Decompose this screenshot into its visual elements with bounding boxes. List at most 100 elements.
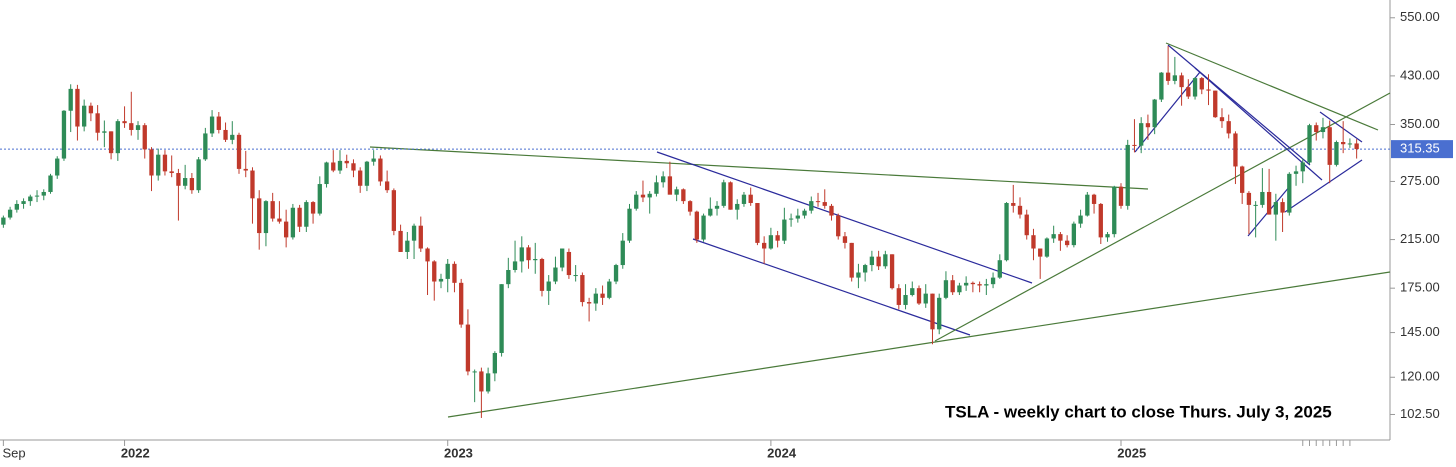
candle-body (492, 352, 498, 374)
candle-body (364, 161, 370, 186)
candle-body (788, 218, 794, 220)
y-tick-label: 120.00 (1400, 369, 1440, 384)
candle-body (802, 210, 807, 216)
candle-body (1, 217, 6, 225)
candle-body (75, 88, 80, 127)
candle-body (768, 235, 774, 249)
candle-body (1314, 125, 1319, 133)
candle-body (156, 154, 161, 176)
candle-body (533, 259, 538, 261)
candle-body (1098, 203, 1103, 238)
last-price-box (1391, 140, 1453, 159)
candle-body (1017, 205, 1023, 215)
candle-body (1071, 223, 1077, 246)
candle-body (694, 211, 699, 240)
candle-body (721, 182, 726, 206)
y-tick-label: 215.00 (1400, 231, 1440, 246)
candle-body (809, 201, 814, 211)
candle-body (1078, 215, 1083, 224)
candle-body (1091, 194, 1097, 204)
candle-body (681, 189, 686, 202)
x-tick-label: Sep (3, 445, 26, 460)
candle-body (701, 215, 706, 240)
candle-body (129, 123, 134, 130)
candle-body (1347, 143, 1353, 145)
candle-body (842, 236, 848, 243)
candle-body (88, 105, 94, 114)
candle-body (741, 194, 747, 204)
candle-body (1253, 204, 1258, 206)
candle-body (910, 288, 915, 296)
candle-body (405, 240, 410, 252)
candle-body (61, 110, 67, 159)
candle-body (28, 196, 33, 202)
candle-body (1044, 238, 1050, 257)
candle-body (1199, 78, 1204, 90)
candle-body (257, 198, 262, 234)
candle-body (230, 134, 235, 140)
candle-body (1273, 202, 1278, 215)
candle-body (331, 162, 336, 171)
candle-body (607, 281, 612, 298)
candle-body (1152, 99, 1157, 128)
candle-body (290, 207, 296, 238)
candle-body (465, 324, 471, 372)
candle-body (344, 160, 349, 164)
trendline (369, 146, 1149, 190)
candle-body (55, 158, 60, 176)
y-tick-label: 550.00 (1400, 9, 1440, 24)
candle-body (896, 288, 901, 305)
candle-body (856, 272, 861, 278)
last-price-label: 315.35 (1400, 141, 1440, 156)
candle-body (472, 371, 477, 373)
candle-body (1159, 72, 1164, 100)
candle-body (411, 225, 417, 241)
candle-body (984, 284, 989, 286)
candle-body (1085, 194, 1090, 216)
trendline (1284, 159, 1363, 213)
candle-body (862, 265, 868, 273)
candle-body (304, 202, 309, 227)
candle-body (674, 189, 679, 195)
candle-body (162, 154, 168, 172)
candle-body (250, 170, 255, 199)
candle-body (782, 219, 787, 241)
candle-body (176, 173, 181, 186)
y-tick-label: 145.00 (1400, 324, 1440, 339)
candle-body (358, 170, 363, 186)
candle-body (122, 121, 127, 124)
candle-body (270, 201, 275, 219)
candle-body (216, 116, 221, 130)
trendline (1167, 44, 1311, 166)
candle-body (1172, 75, 1178, 81)
candle-body (1186, 87, 1191, 97)
candle-body (822, 202, 827, 206)
candle-body (1327, 127, 1332, 165)
candle-body (310, 202, 316, 214)
candle-body (755, 203, 760, 243)
candle-body (317, 184, 322, 214)
candle-body (1206, 89, 1211, 91)
candle-body (182, 178, 188, 186)
candle-body (889, 254, 895, 289)
trendline (934, 92, 1391, 342)
candle-body (762, 242, 767, 249)
candle-body (728, 182, 733, 210)
candle-body (1112, 186, 1117, 235)
candle-body (14, 203, 19, 210)
candle-body (1105, 234, 1110, 238)
x-tick-label: 2023 (444, 445, 473, 460)
candle-body (977, 284, 982, 286)
candle-body (1266, 191, 1272, 215)
candle-body (1024, 214, 1029, 236)
candle-body (775, 235, 780, 241)
candle-body (667, 176, 673, 195)
candle-body (324, 162, 329, 185)
trendline (1194, 67, 1323, 181)
candle-body (957, 285, 962, 293)
y-tick-label: 350.00 (1400, 116, 1440, 131)
candle-body (815, 201, 821, 203)
candle-body (560, 248, 565, 268)
y-tick-label: 102.50 (1400, 406, 1440, 421)
